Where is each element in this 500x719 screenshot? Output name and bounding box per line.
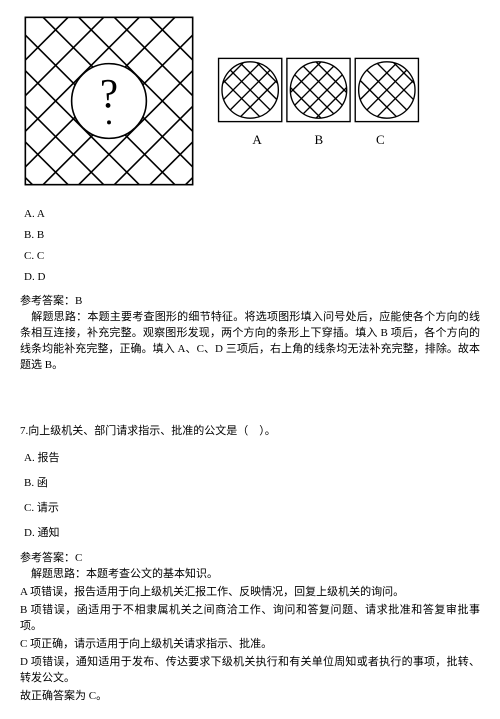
q7-options: A. 报告 B. 函 C. 请示 D. 通知 bbox=[20, 449, 480, 540]
label-a: A bbox=[252, 132, 261, 148]
q7-exp3: B 项错误，函适用于不相隶属机关之间商洽工作、询问和答复问题、请求批准和答复审批… bbox=[20, 603, 480, 635]
q7-exp4: C 项正确，请示适用于向上级机关请求指示、批准。 bbox=[20, 637, 480, 653]
q6-opt-b: B. B bbox=[20, 229, 480, 241]
q7-exp6: 故正确答案为 C。 bbox=[20, 689, 480, 705]
q6-options: A. A B. B C. C D. D bbox=[20, 208, 480, 283]
q7-opt-b: B. 函 bbox=[20, 474, 480, 490]
q6-answer: 参考答案：B bbox=[20, 292, 480, 308]
label-b: B bbox=[315, 132, 324, 148]
abc-row: A B C bbox=[216, 132, 421, 148]
q6-opt-a: A. A bbox=[20, 208, 480, 220]
q6-opt-c: C. C bbox=[20, 250, 480, 262]
label-c: C bbox=[376, 132, 385, 148]
svg-text:?: ? bbox=[100, 71, 118, 116]
q7-answer: 参考答案：C bbox=[20, 549, 480, 565]
q7-opt-c: C. 请示 bbox=[20, 499, 480, 515]
main-diagonal-figure: ? bbox=[20, 12, 198, 190]
answer-options-figure: A B C bbox=[216, 55, 421, 148]
q6-explanation: 解题思路：本题主要考查图形的细节特征。将选项图形填入问号处后，应能使各个方向的线… bbox=[20, 310, 480, 374]
q7-exp2: A 项错误，报告适用于向上级机关汇报工作、反映情况，回复上级机关的询问。 bbox=[20, 585, 480, 601]
q7-stem: 7.向上级机关、部门请求指示、批准的公文是（ ）。 bbox=[20, 424, 480, 439]
q7-exp5: D 项错误，通知适用于发布、传达要求下级机关执行和有关单位周知或者执行的事项，批… bbox=[20, 655, 480, 687]
q7-exp1: 解题思路：本题考查公文的基本知识。 bbox=[20, 567, 480, 583]
q7-opt-a: A. 报告 bbox=[20, 449, 480, 465]
q6-opt-d: D. D bbox=[20, 271, 480, 283]
q7-opt-d: D. 通知 bbox=[20, 524, 480, 540]
question6-figures: ? bbox=[20, 12, 480, 190]
